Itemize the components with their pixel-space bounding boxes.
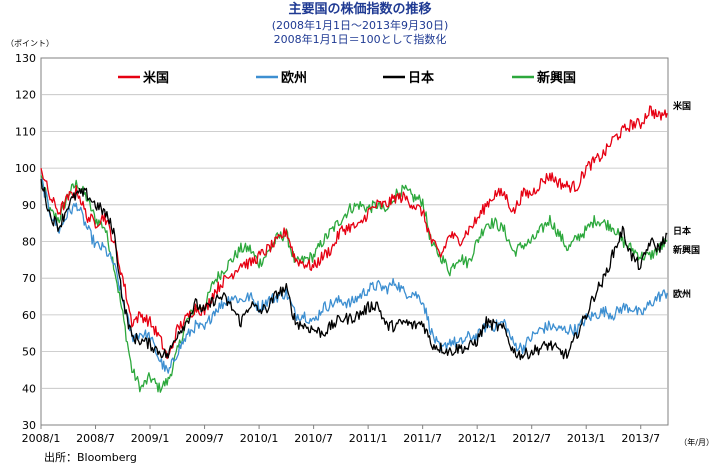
end-label-4: 新興国	[673, 244, 700, 256]
y-tick-label: 70	[22, 272, 36, 285]
legend-label-3: 日本	[408, 70, 434, 86]
end-label-1: 米国	[672, 100, 691, 112]
series-line-4	[40, 175, 668, 393]
y-tick-label: 120	[15, 89, 36, 102]
x-tick-label: 2011/1	[349, 432, 388, 445]
x-tick-label: 2008/7	[76, 432, 115, 445]
y-tick-label: 130	[15, 52, 36, 65]
x-tick-label: 2013/1	[567, 432, 606, 445]
legend-label-4: 新興国	[537, 70, 576, 86]
x-tick-label: 2013/7	[621, 432, 660, 445]
y-tick-label: 80	[22, 236, 36, 249]
x-tick-label: 2011/7	[403, 432, 442, 445]
y-axis-unit: （ポイント）	[6, 39, 54, 48]
legend: 米国 欧州 日本 新興国	[118, 70, 576, 86]
y-tick-label: 40	[22, 382, 36, 395]
series-line-2	[41, 178, 668, 374]
x-tick-label: 2012/1	[458, 432, 497, 445]
series-layer	[40, 105, 668, 393]
series-line-1	[40, 105, 668, 360]
y-tick-label: 30	[22, 419, 36, 432]
y-tick-label: 60	[22, 309, 36, 322]
x-tick-label: 2008/1	[22, 432, 61, 445]
series-line-3	[40, 179, 668, 361]
chart-subtitle-1: (2008年1月1日〜2013年9月30日)	[272, 18, 449, 32]
legend-label-1: 米国	[143, 70, 169, 86]
x-tick-label: 2010/7	[294, 432, 333, 445]
y-tick-label: 90	[22, 199, 36, 212]
y-tick-label: 50	[22, 346, 36, 359]
y-tick-label: 100	[15, 162, 36, 175]
x-tick-label: 2012/7	[512, 432, 551, 445]
x-tick-label: 2010/1	[240, 432, 279, 445]
x-axis: 2008/1 2008/7 2009/1 2009/7 2010/1 2010/7 2011…	[22, 425, 660, 445]
x-tick-label: 2009/7	[185, 432, 224, 445]
x-tick-label: 2009/1	[131, 432, 170, 445]
end-label-3: 日本	[673, 225, 692, 237]
x-axis-unit: （年/月）	[679, 437, 714, 447]
chart-title: 主要国の株価指数の推移	[288, 1, 431, 17]
legend-label-2: 欧州	[281, 70, 307, 86]
end-label-2: 欧州	[673, 288, 691, 300]
chart-subtitle-2: 2008年1月1日＝100として指数化	[274, 32, 447, 46]
source-note: 出所：Bloomberg	[44, 450, 137, 464]
y-tick-label: 110	[15, 125, 36, 138]
